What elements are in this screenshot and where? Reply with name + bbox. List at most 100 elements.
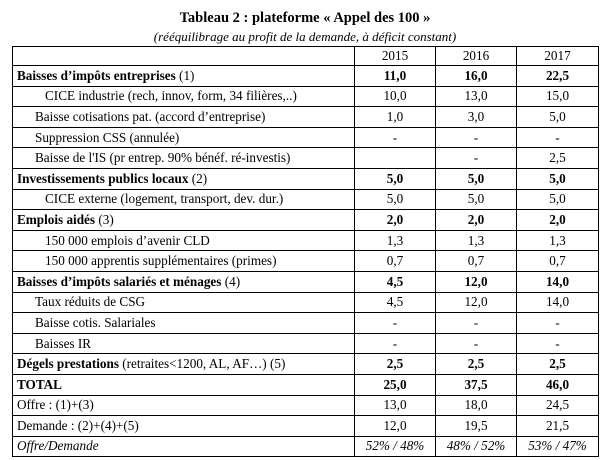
table-row: 150 000 apprentis supplémentaires (prime…	[12, 250, 599, 272]
cell-value: 52% / 48%	[354, 435, 436, 458]
cell-value: 53% / 47%	[516, 435, 599, 458]
cell-value: 18,0	[435, 394, 517, 417]
row-label: CICE externe (logement, transport, dev. …	[12, 188, 355, 211]
cell-value: 0,7	[354, 250, 436, 272]
cell-value: 5,0	[354, 188, 436, 211]
cell-value	[354, 147, 436, 169]
cell-value: 11,0	[354, 65, 436, 87]
total-row: TOTAL 25,0 37,5 46,0	[12, 373, 599, 396]
row-label: 150 000 apprentis supplémentaires (prime…	[12, 250, 355, 272]
table-row: Suppression CSS (annulée) - - -	[12, 126, 599, 149]
table-row: Baisses d’impôts salariés et ménages (4)…	[12, 270, 599, 293]
row-label: TOTAL	[12, 373, 355, 396]
cell-value: 2,5	[516, 353, 599, 375]
row-label: Taux réduits de CSG	[12, 291, 355, 314]
row-label: Offre : (1)+(3)	[12, 394, 355, 417]
cell-value: 3,0	[435, 106, 517, 128]
row-label: Offre/Demande	[12, 435, 355, 458]
cell-value: -	[516, 312, 599, 334]
row-label: Baisses IR	[12, 332, 355, 355]
row-label: Demande : (2)+(4)+(5)	[12, 415, 355, 437]
table-row: Emplois aidés (3) 2,0 2,0 2,0	[12, 209, 599, 231]
cell-value: 16,0	[435, 65, 517, 87]
cell-value: 1,3	[354, 229, 436, 252]
cell-value: -	[354, 332, 436, 355]
table-row: 150 000 emplois d’avenir CLD 1,3 1,3 1,3	[12, 229, 599, 252]
cell-value: 48% / 52%	[435, 435, 517, 458]
cell-value: 13,0	[435, 85, 517, 108]
cell-value: -	[354, 312, 436, 334]
cell-value: 1,3	[435, 229, 517, 252]
table-row: CICE externe (logement, transport, dev. …	[12, 188, 599, 211]
row-label: CICE industrie (rech, innov, form, 34 fi…	[12, 85, 355, 108]
row-label: Baisses d’impôts salariés et ménages (4)	[12, 270, 355, 293]
table-row: Baisse cotis. Salariales - - -	[12, 312, 599, 334]
cell-value: -	[435, 147, 517, 169]
cell-value: 15,0	[516, 85, 599, 108]
row-label: Baisse de l'IS (pr entrep. 90% bénéf. ré…	[12, 147, 355, 169]
cell-value: 5,0	[354, 167, 436, 190]
cell-value: 13,0	[354, 394, 436, 417]
table-row: Offre/Demande 52% / 48% 48% / 52% 53% / …	[12, 435, 599, 458]
row-label: Emplois aidés (3)	[12, 209, 355, 231]
cell-value: 5,0	[435, 167, 517, 190]
year-header: 2017	[516, 46, 599, 66]
cell-value: 2,0	[354, 209, 436, 231]
table-row: Baisses d’impôts entreprises (1) 11,0 16…	[12, 65, 599, 87]
cell-value: 2,5	[516, 147, 599, 169]
row-label: Investissements publics locaux (2)	[12, 167, 355, 190]
header-row: 2015 2016 2017	[12, 46, 599, 66]
row-label: Dégels prestations (retraites<1200, AL, …	[12, 353, 355, 375]
cell-value: 4,5	[354, 291, 436, 314]
cell-value: 12,0	[435, 291, 517, 314]
cell-value: 24,5	[516, 394, 599, 417]
row-label: 150 000 emplois d’avenir CLD	[12, 229, 355, 252]
cell-value: 10,0	[354, 85, 436, 108]
year-header: 2015	[354, 46, 436, 66]
table-subtitle: (rééquilibrage au profit de la demande, …	[153, 29, 457, 44]
cell-value: 4,5	[354, 270, 436, 293]
table-row: Taux réduits de CSG 4,5 12,0 14,0	[12, 291, 599, 314]
cell-value: -	[435, 312, 517, 334]
table-row: Dégels prestations (retraites<1200, AL, …	[12, 353, 599, 375]
row-label: Baisse cotis. Salariales	[12, 312, 355, 334]
table-row: Investissements publics locaux (2) 5,0 5…	[12, 167, 599, 190]
cell-value: 2,5	[354, 353, 436, 375]
table-row: Baisse cotisations pat. (accord d’entrep…	[12, 106, 599, 128]
data-table: 2015 2016 2017 Baisses d’impôts entrepri…	[12, 46, 599, 458]
cell-value: 2,0	[516, 209, 599, 231]
cell-value: 46,0	[516, 373, 599, 396]
table-row: CICE industrie (rech, innov, form, 34 fi…	[12, 85, 599, 108]
cell-value: 14,0	[516, 270, 599, 293]
cell-value: 12,0	[435, 270, 517, 293]
cell-value: 37,5	[435, 373, 517, 396]
cell-value: -	[354, 126, 436, 149]
cell-value: 22,5	[516, 65, 599, 87]
cell-value: 21,5	[516, 415, 599, 437]
table-row: Baisse de l'IS (pr entrep. 90% bénéf. ré…	[12, 147, 599, 169]
table-title: Tableau 2 : plateforme « Appel des 100 »	[179, 10, 431, 26]
cell-value: 1,3	[516, 229, 599, 252]
cell-value: 25,0	[354, 373, 436, 396]
table-row: Baisses IR - - -	[12, 332, 599, 355]
cell-value: -	[435, 126, 517, 149]
cell-value: 2,0	[435, 209, 517, 231]
cell-value: 5,0	[435, 188, 517, 211]
cell-value: 5,0	[516, 188, 599, 211]
cell-value: 5,0	[516, 167, 599, 190]
year-header: 2016	[435, 46, 517, 66]
cell-value: 0,7	[435, 250, 517, 272]
cell-value: 12,0	[354, 415, 436, 437]
table-row: Demande : (2)+(4)+(5) 12,0 19,5 21,5	[12, 415, 599, 437]
row-label: Baisse cotisations pat. (accord d’entrep…	[12, 106, 355, 128]
cell-value: -	[516, 126, 599, 149]
cell-value: 2,5	[435, 353, 517, 375]
cell-value: 0,7	[516, 250, 599, 272]
row-label: Baisses d’impôts entreprises (1)	[12, 65, 355, 87]
cell-value: 1,0	[354, 106, 436, 128]
cell-value: 14,0	[516, 291, 599, 314]
cell-value: 19,5	[435, 415, 517, 437]
row-label: Suppression CSS (annulée)	[12, 126, 355, 149]
table-row: Offre : (1)+(3) 13,0 18,0 24,5	[12, 394, 599, 417]
